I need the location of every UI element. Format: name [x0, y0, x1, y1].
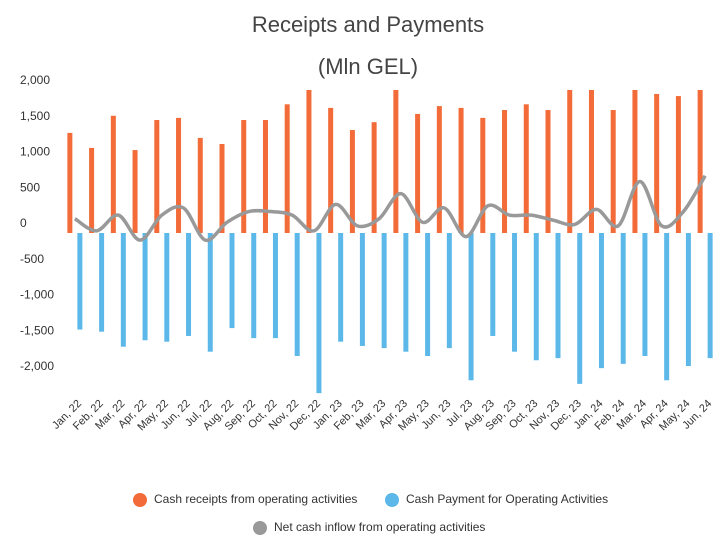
bar — [186, 233, 192, 336]
bar — [533, 233, 539, 361]
bar — [99, 233, 105, 332]
bar — [272, 233, 278, 339]
bar — [77, 233, 83, 330]
bar — [393, 90, 399, 233]
bar — [381, 233, 387, 349]
chart-title: Receipts and Payments — [252, 12, 484, 37]
legend-marker — [385, 493, 399, 507]
bar — [338, 233, 344, 342]
bar — [164, 233, 170, 342]
bar — [219, 143, 225, 233]
bar — [502, 110, 508, 233]
bar — [577, 233, 583, 384]
bar — [468, 233, 474, 381]
bar — [197, 137, 203, 233]
y-tick-label: 500 — [20, 180, 40, 194]
bar — [328, 107, 334, 233]
legend-label: Cash receipts from operating activities — [154, 492, 357, 506]
bar — [403, 233, 409, 352]
bar — [458, 107, 464, 233]
chart-subtitle: (Mln GEL) — [318, 54, 418, 79]
bar — [620, 233, 626, 364]
bar — [251, 233, 257, 339]
y-tick-label: -1,500 — [20, 323, 54, 337]
y-tick-label: 0 — [20, 216, 27, 230]
bar — [241, 120, 247, 233]
bar — [132, 150, 138, 233]
bar — [545, 110, 551, 233]
bar — [229, 233, 235, 329]
y-tick-label: 2,000 — [20, 73, 50, 87]
bar — [707, 233, 713, 359]
bar — [697, 90, 703, 233]
bar — [598, 233, 604, 369]
bar — [284, 104, 290, 233]
bar — [176, 117, 182, 233]
bar — [294, 233, 300, 356]
bar — [654, 93, 660, 234]
bar — [685, 233, 691, 366]
bar — [446, 233, 452, 349]
legend-label: Cash Payment for Operating Activities — [406, 492, 608, 506]
legend-marker — [133, 493, 147, 507]
bar — [120, 233, 126, 347]
bar — [316, 233, 322, 394]
bar — [555, 233, 561, 359]
bar — [512, 233, 518, 352]
bar — [89, 147, 95, 233]
bar — [588, 90, 594, 233]
bar — [110, 115, 116, 233]
bar — [262, 120, 268, 233]
legend-marker — [253, 521, 267, 535]
bar — [415, 113, 421, 233]
bar — [480, 117, 486, 233]
bar — [67, 132, 73, 233]
bar — [349, 130, 355, 233]
bar — [567, 90, 573, 233]
bar — [664, 233, 670, 381]
bar — [642, 233, 648, 356]
y-tick-label: -500 — [20, 252, 44, 266]
line — [73, 174, 707, 243]
bar — [436, 106, 442, 233]
bar — [425, 233, 431, 356]
bar — [490, 233, 496, 336]
legend-label: Net cash inflow from operating activitie… — [274, 520, 485, 534]
y-tick-label: 1,000 — [20, 145, 50, 159]
y-tick-label: -2,000 — [20, 359, 54, 373]
y-tick-label: 1,500 — [20, 109, 50, 123]
bar — [359, 233, 365, 346]
bar — [371, 122, 377, 233]
bar — [610, 110, 616, 233]
bar — [523, 104, 529, 233]
bar — [142, 233, 148, 341]
bar — [207, 233, 213, 352]
bar — [675, 96, 681, 233]
bar — [632, 90, 638, 233]
bar — [154, 120, 160, 233]
y-tick-label: -1,000 — [20, 288, 54, 302]
bar — [306, 90, 312, 233]
